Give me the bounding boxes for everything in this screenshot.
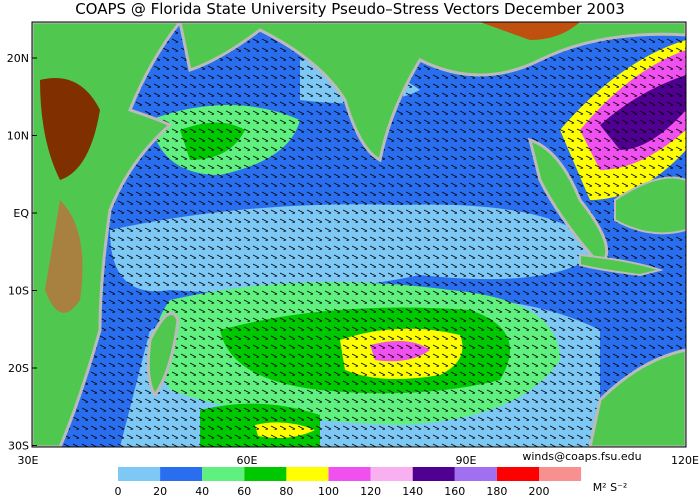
- colorbar-tick-label: 80: [279, 485, 293, 498]
- lon-label: 120E: [671, 454, 699, 467]
- colorbar-tick-label: 20: [153, 485, 167, 498]
- colorbar-tick-label: 40: [195, 485, 209, 498]
- colorbar-swatch: [286, 467, 329, 481]
- colorbar-tick-label: 120: [360, 485, 381, 498]
- map-frame: [31, 21, 687, 448]
- lon-label: 60E: [237, 454, 258, 467]
- lat-axis: 20N 10N EQ 10S 20S 30S: [7, 52, 37, 453]
- colorbar-swatch: [202, 467, 245, 481]
- lon-label: 90E: [456, 454, 477, 467]
- colorbar-swatch: [244, 467, 287, 481]
- title: COAPS @ Florida State University Pseudo–…: [75, 0, 625, 18]
- colorbar-tick-label: 200: [529, 485, 550, 498]
- colorbar: 0 20 40 60 80 100 120 140 160 180 200: [115, 467, 582, 498]
- colorbar-tick-label: 100: [318, 485, 339, 498]
- colorbar-swatch: [328, 467, 371, 481]
- colorbar-swatch: [539, 467, 582, 481]
- colorbar-swatch: [496, 467, 539, 481]
- lat-label: 20N: [7, 52, 29, 65]
- credit: winds@coaps.fsu.edu: [522, 450, 641, 463]
- colorbar-tick-label: 160: [444, 485, 465, 498]
- map: [32, 22, 686, 447]
- colorbar-unit: M² S⁻²: [593, 481, 628, 494]
- lon-label: 30E: [18, 454, 39, 467]
- colorbar-tick-label: 0: [115, 485, 122, 498]
- colorbar-tick-label: 140: [402, 485, 423, 498]
- colorbar-swatch: [370, 467, 413, 481]
- colorbar-swatch: [454, 467, 497, 481]
- colorbar-tick-label: 60: [237, 485, 251, 498]
- lat-label: 30S: [8, 440, 29, 453]
- colorbar-tick-label: 180: [486, 485, 507, 498]
- lat-label: EQ: [13, 207, 29, 220]
- colorbar-swatch: [118, 467, 161, 481]
- colorbar-swatch: [412, 467, 455, 481]
- lat-label: 10N: [7, 130, 29, 143]
- lon-axis: 30E 60E 90E 120E: [18, 454, 699, 467]
- lat-label: 10S: [8, 285, 29, 298]
- lat-label: 20S: [8, 362, 29, 375]
- colorbar-swatch: [160, 467, 203, 481]
